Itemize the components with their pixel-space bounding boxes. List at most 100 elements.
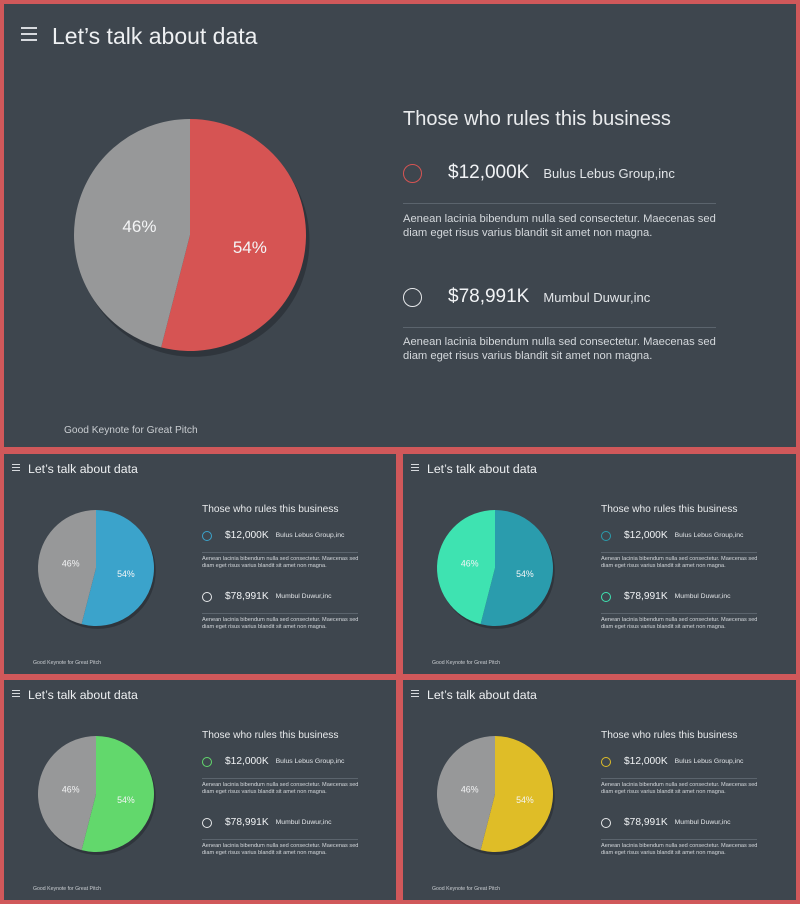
slide-title: Let’s talk about data (28, 688, 138, 702)
slide-5: Let’s talk about data 54% 46% Those who rul… (403, 680, 796, 900)
slide-title: Let’s talk about data (427, 462, 537, 476)
company-name: Bulus Lebus Group,inc (543, 165, 675, 181)
pie-chart: 54% 46% (423, 722, 567, 866)
amount-value: $12,000K (225, 756, 269, 767)
menu-icon[interactable] (21, 27, 37, 41)
entry-description: Aenean lacinia bibendum nulla sed consec… (202, 617, 359, 630)
pie-label-1: 54% (516, 795, 534, 805)
company-name: Mumbul Duwur,inc (543, 289, 651, 305)
circle-icon (601, 591, 611, 602)
amount-value: $78,991K (225, 817, 269, 828)
slide-4: Let’s talk about data 54% 46% Those who rul… (4, 680, 396, 900)
entry-description: Aenean lacinia bibendum nulla sed consec… (601, 556, 758, 569)
business-entry-2: $78,991K Mumbul Duwur,inc (202, 817, 332, 828)
section-heading: Those who rules this business (601, 730, 738, 741)
business-entry-2: $78,991K Mumbul Duwur,inc (403, 286, 650, 308)
pie-label-2: 46% (122, 217, 156, 236)
divider (601, 613, 757, 614)
entry-description: Aenean lacinia bibendum nulla sed consec… (601, 782, 758, 795)
entry-description: Aenean lacinia bibendum nulla sed consec… (202, 843, 359, 856)
circle-icon (601, 756, 611, 767)
business-entry-1: $12,000K Bulus Lebus Group,inc (202, 530, 344, 541)
section-heading: Those who rules this business (601, 504, 738, 515)
company-name: Mumbul Duwur,inc (275, 819, 332, 826)
circle-icon (403, 163, 422, 183)
company-name: Bulus Lebus Group,inc (275, 532, 345, 539)
menu-icon[interactable] (411, 690, 419, 697)
amount-value: $78,991K (624, 591, 668, 602)
company-name: Bulus Lebus Group,inc (674, 532, 744, 539)
slide-title: Let’s talk about data (28, 462, 138, 476)
divider (601, 839, 757, 840)
divider (403, 203, 716, 204)
menu-icon[interactable] (12, 690, 20, 697)
entry-description: Aenean lacinia bibendum nulla sed consec… (601, 843, 758, 856)
company-name: Mumbul Duwur,inc (674, 819, 731, 826)
pie-chart: 54% 46% (24, 722, 168, 866)
pie-slice-1 (480, 510, 553, 626)
business-entry-1: $12,000K Bulus Lebus Group,inc (403, 162, 675, 184)
pie-label-1: 54% (516, 569, 534, 579)
menu-icon[interactable] (12, 464, 20, 471)
amount-value: $12,000K (448, 162, 530, 183)
pie-slice-1 (480, 736, 553, 852)
divider (202, 778, 358, 779)
circle-icon (601, 817, 611, 828)
slide-title: Let’s talk about data (427, 688, 537, 702)
pie-label-1: 54% (117, 569, 135, 579)
pie-slice-1 (161, 119, 307, 351)
section-heading: Those who rules this business (202, 504, 339, 515)
divider (601, 778, 757, 779)
divider (403, 327, 716, 328)
pie-slice-2 (37, 736, 96, 851)
entry-description: Aenean lacinia bibendum nulla sed consec… (202, 556, 359, 569)
business-entry-2: $78,991K Mumbul Duwur,inc (601, 591, 731, 602)
business-entry-2: $78,991K Mumbul Duwur,inc (601, 817, 731, 828)
pie-chart: 54% 46% (60, 105, 320, 365)
company-name: Bulus Lebus Group,inc (275, 758, 345, 765)
circle-icon (202, 817, 212, 828)
pie-label-1: 54% (233, 238, 267, 257)
divider (202, 839, 358, 840)
divider (202, 613, 358, 614)
entry-description: Aenean lacinia bibendum nulla sed consec… (403, 213, 716, 239)
pie-label-2: 46% (62, 559, 80, 569)
slide-3: Let’s talk about data 54% 46% Those who rul… (403, 454, 796, 674)
footer-tagline: Good Keynote for Great Pitch (33, 660, 102, 666)
pie-chart: 54% 46% (423, 496, 567, 640)
pie-label-2: 46% (461, 559, 479, 569)
company-name: Bulus Lebus Group,inc (674, 758, 744, 765)
amount-value: $12,000K (624, 756, 668, 767)
circle-icon (202, 756, 212, 767)
entry-description: Aenean lacinia bibendum nulla sed consec… (601, 617, 758, 630)
circle-icon (403, 287, 422, 307)
footer-tagline: Good Keynote for Great Pitch (432, 886, 501, 892)
entry-description: Aenean lacinia bibendum nulla sed consec… (403, 336, 716, 362)
entry-description: Aenean lacinia bibendum nulla sed consec… (202, 782, 359, 795)
business-entry-1: $12,000K Bulus Lebus Group,inc (202, 756, 344, 767)
pie-slice-2 (436, 510, 495, 625)
circle-icon (601, 530, 611, 541)
circle-icon (202, 530, 212, 541)
pie-slice-2 (37, 510, 96, 625)
amount-value: $78,991K (225, 591, 269, 602)
divider (601, 552, 757, 553)
amount-value: $12,000K (225, 530, 269, 541)
pie-slice-2 (74, 119, 190, 348)
section-heading: Those who rules this business (202, 730, 339, 741)
footer-tagline: Good Keynote for Great Pitch (64, 425, 198, 436)
footer-tagline: Good Keynote for Great Pitch (432, 660, 501, 666)
business-entry-2: $78,991K Mumbul Duwur,inc (202, 591, 332, 602)
circle-icon (202, 591, 212, 602)
footer-tagline: Good Keynote for Great Pitch (33, 886, 102, 892)
business-entry-1: $12,000K Bulus Lebus Group,inc (601, 756, 743, 767)
pie-chart: 54% 46% (24, 496, 168, 640)
menu-icon[interactable] (411, 464, 419, 471)
pie-slice-2 (436, 736, 495, 851)
pie-slice-1 (81, 736, 154, 852)
business-entry-1: $12,000K Bulus Lebus Group,inc (601, 530, 743, 541)
amount-value: $78,991K (448, 286, 530, 307)
company-name: Mumbul Duwur,inc (275, 593, 332, 600)
divider (202, 552, 358, 553)
company-name: Mumbul Duwur,inc (674, 593, 731, 600)
